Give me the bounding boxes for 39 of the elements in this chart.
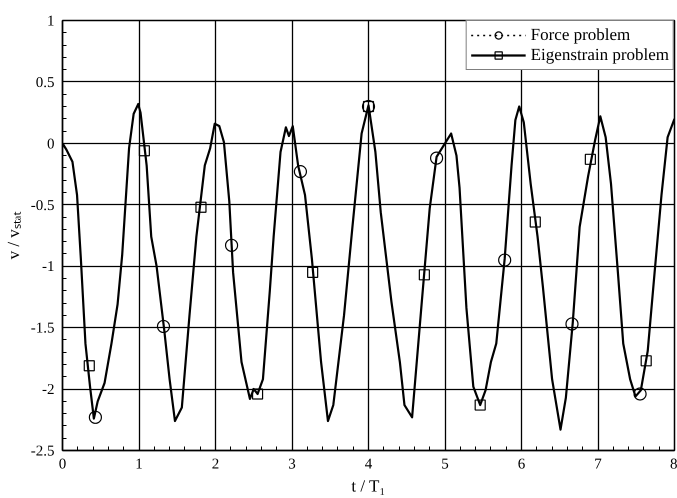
point xyxy=(498,253,512,267)
y-tick-label: 0 xyxy=(47,136,54,152)
point xyxy=(156,320,170,333)
point xyxy=(88,410,102,424)
point xyxy=(530,216,541,228)
x-tick-label: 0 xyxy=(58,456,66,472)
point xyxy=(633,387,647,401)
point xyxy=(430,152,444,165)
point xyxy=(640,355,652,366)
y-tick-label: 0.5 xyxy=(36,74,54,91)
x-tick-label: 5 xyxy=(441,456,449,472)
point xyxy=(252,388,264,400)
y-tick-label: 1 xyxy=(47,14,54,30)
x-tick-label: 3 xyxy=(288,456,296,472)
x-tick-label: 2 xyxy=(212,456,220,472)
legend-label: Force problem xyxy=(530,25,630,45)
point xyxy=(224,238,238,252)
y-tick-label: -1.5 xyxy=(30,320,55,337)
point xyxy=(584,154,596,165)
x-axis-title: t / T₁ xyxy=(351,476,386,496)
point xyxy=(195,202,207,213)
y-tick-label: -2.5 xyxy=(30,444,55,460)
point xyxy=(474,399,486,411)
point xyxy=(84,360,95,372)
x-tick-label: 7 xyxy=(594,456,602,472)
x-tick-label: 8 xyxy=(670,456,677,472)
point xyxy=(307,266,318,278)
y-tick-label: -2 xyxy=(42,382,55,398)
legend-label: Eigenstrain problem xyxy=(530,45,669,65)
point xyxy=(565,317,579,331)
y-axis-title: v / vₛₜₐₜ xyxy=(4,212,23,260)
x-tick-label: 1 xyxy=(135,456,143,472)
x-tick-label: 6 xyxy=(518,456,526,472)
y-tick-label: -1 xyxy=(42,259,55,276)
point xyxy=(138,145,150,156)
x-tick-label: 4 xyxy=(364,456,373,472)
point xyxy=(294,165,308,178)
point xyxy=(418,269,430,280)
y-tick-label: -0.5 xyxy=(30,198,55,214)
